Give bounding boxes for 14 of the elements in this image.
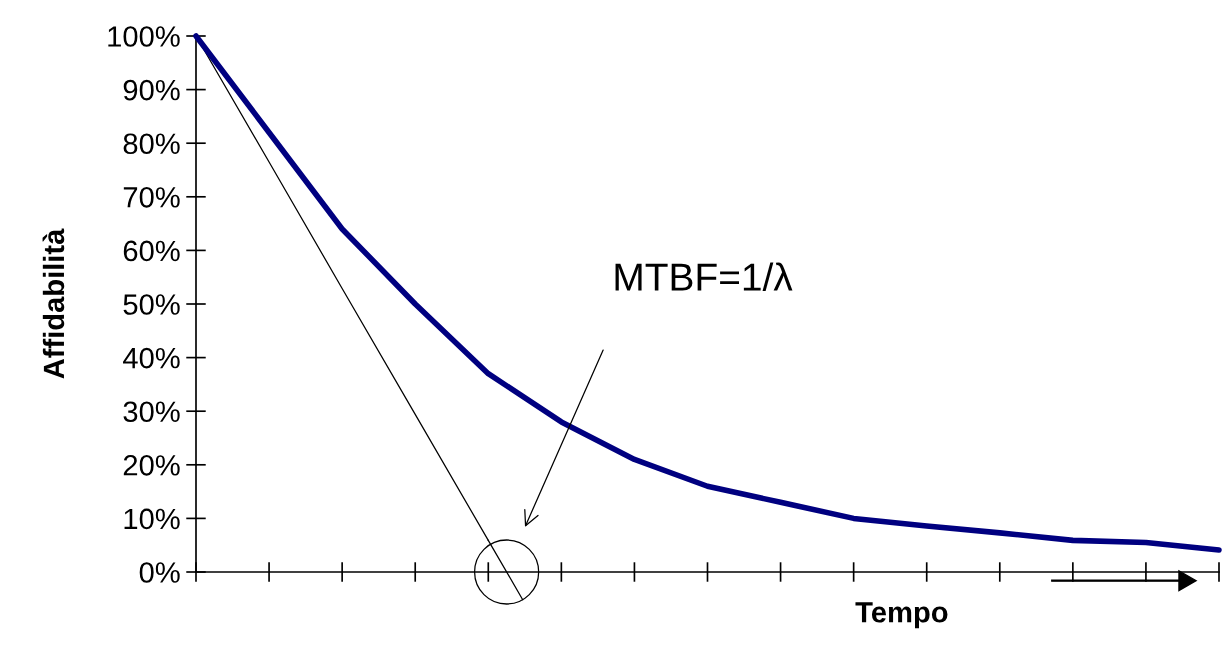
annotation: MTBF=1/λ xyxy=(615,262,793,291)
y-tick-label: 30% xyxy=(123,401,180,423)
x-axis-title: Tempo xyxy=(855,602,948,629)
y-tick-label: 50% xyxy=(123,294,180,315)
y-axis-title: Affidabilità xyxy=(42,228,65,379)
y-tick-label: 70% xyxy=(123,187,180,208)
y-tick-label: 60% xyxy=(123,240,180,262)
y-tick-label: 100% xyxy=(108,26,180,47)
y-tick-label: 80% xyxy=(123,133,180,155)
y-tick-label: 20% xyxy=(123,455,180,476)
y-tick-label: 40% xyxy=(123,347,180,369)
y-tick-label: 10% xyxy=(124,508,180,530)
y-tick-label: 0% xyxy=(139,562,180,583)
y-tick-label: 90% xyxy=(123,79,180,101)
